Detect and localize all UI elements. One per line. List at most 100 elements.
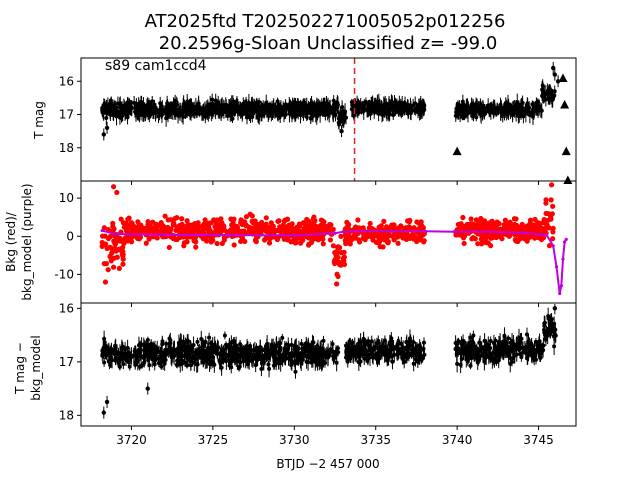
bkg-point <box>464 221 470 228</box>
data-point <box>334 360 339 365</box>
bkg-point <box>352 235 359 241</box>
data-point <box>276 358 281 363</box>
bkg-point <box>461 240 467 247</box>
upper-limit-marker <box>560 100 570 109</box>
data-point <box>219 103 224 108</box>
data-point <box>179 113 184 118</box>
data-point <box>201 108 206 113</box>
bkg-point <box>288 239 294 245</box>
panel-tmag-y-axis: 16 17 18 <box>59 74 540 185</box>
upper-limit-marker <box>558 73 568 82</box>
bkg-point <box>202 217 208 223</box>
bkg-point <box>213 221 219 227</box>
data-point <box>270 111 275 116</box>
data-point <box>255 115 260 120</box>
bkg-point <box>170 222 177 228</box>
bkg-point <box>469 236 475 242</box>
data-point <box>135 357 140 362</box>
data-point <box>164 116 169 121</box>
bkg-point <box>326 226 333 232</box>
bkg-point <box>335 273 341 280</box>
data-point <box>267 102 272 107</box>
data-point <box>266 108 271 113</box>
bkg-model-point <box>520 231 524 235</box>
data-point <box>511 105 516 110</box>
bkg-point <box>249 225 255 231</box>
data-point <box>516 110 521 115</box>
bkg-point <box>527 217 534 223</box>
bkg-point <box>486 224 493 230</box>
data-point <box>391 113 396 118</box>
data-point <box>294 107 299 112</box>
bkg-point <box>180 226 187 233</box>
bkg-point <box>543 197 549 203</box>
bkg-point <box>302 221 308 227</box>
data-point <box>474 103 479 108</box>
data-point <box>340 105 345 110</box>
bkg-model-point <box>390 229 394 233</box>
bkg-point <box>395 240 401 246</box>
bkg-point <box>381 218 387 224</box>
data-point <box>105 104 110 109</box>
data-point <box>264 100 269 105</box>
bkg-point <box>120 220 126 226</box>
data-point <box>184 363 189 368</box>
bkg-point <box>491 231 497 237</box>
data-point <box>139 100 144 105</box>
bkg-point <box>116 265 122 271</box>
data-point <box>238 342 243 347</box>
upper-limit-marker <box>452 146 462 156</box>
data-point <box>530 102 535 107</box>
data-point <box>414 107 419 112</box>
bkg-point <box>548 197 554 203</box>
data-point <box>480 109 485 114</box>
bkg-point <box>266 240 273 246</box>
bkg-point <box>489 219 495 226</box>
data-point <box>326 351 331 356</box>
bkg-point <box>150 228 156 235</box>
data-point <box>237 364 242 369</box>
data-point <box>148 105 153 110</box>
bkg-point <box>289 221 295 227</box>
bkg-point <box>218 224 224 230</box>
bkg-model-point <box>100 228 104 233</box>
data-point <box>487 108 492 113</box>
data-point <box>260 107 265 112</box>
data-point <box>340 108 345 113</box>
bkg-point <box>222 227 228 233</box>
bkg-point <box>347 235 353 241</box>
data-point <box>409 108 414 113</box>
data-point <box>331 102 336 107</box>
data-point <box>165 101 170 106</box>
data-point <box>298 113 303 118</box>
bkg-point <box>383 224 390 230</box>
data-point <box>330 341 335 346</box>
bkg-point <box>111 226 117 232</box>
data-point <box>186 339 191 344</box>
data-point <box>293 369 298 374</box>
bkg-model-point <box>551 244 555 248</box>
data-point <box>102 360 107 365</box>
bkg-point <box>239 236 246 242</box>
data-point <box>349 100 354 105</box>
bkg-point <box>379 232 385 238</box>
data-point <box>349 107 354 112</box>
bkg-point <box>154 222 160 228</box>
bkg-point <box>365 234 371 240</box>
bkg-point <box>550 236 556 242</box>
data-point <box>169 105 174 110</box>
data-point <box>368 109 373 114</box>
data-point <box>139 354 144 359</box>
data-point <box>211 105 216 110</box>
bkg-point <box>476 226 482 232</box>
data-point <box>271 353 276 358</box>
bkg-point <box>479 241 485 247</box>
bkg-point <box>107 253 113 260</box>
data-point <box>249 102 254 107</box>
bkg-point <box>116 247 122 253</box>
bkg-point <box>367 220 373 227</box>
bkg-model-point <box>422 229 427 233</box>
bkg-point <box>280 222 286 228</box>
bkg-point <box>125 216 131 222</box>
